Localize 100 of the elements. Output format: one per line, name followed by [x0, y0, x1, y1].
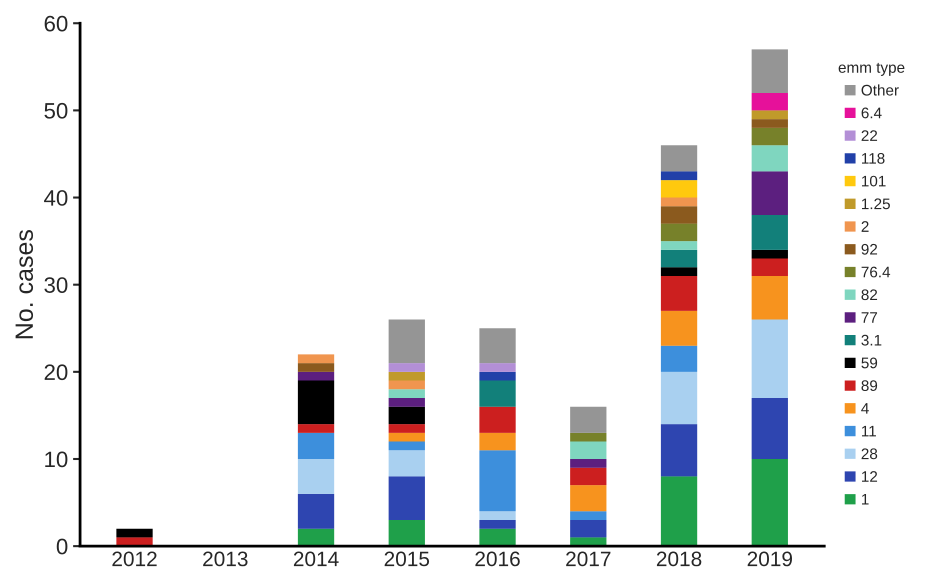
bar: [660, 424, 698, 476]
y-tick-label: 10: [45, 452, 68, 468]
bar: [752, 214, 788, 250]
legend-label: 3.1: [861, 334, 882, 346]
bar: [570, 520, 606, 538]
bar: [660, 276, 698, 311]
y-tick-label: 30: [44, 277, 68, 293]
bar: [388, 320, 425, 364]
bar: [479, 328, 516, 364]
bar: [388, 380, 425, 390]
bar: [298, 363, 334, 372]
bar: [479, 520, 516, 529]
bar: [660, 241, 698, 250]
bar: [660, 198, 698, 206]
bar: [388, 432, 425, 442]
bar: [660, 372, 698, 424]
legend-label: 118: [862, 152, 885, 164]
bar: [388, 442, 425, 450]
bar: [752, 119, 788, 128]
bar: [752, 145, 788, 172]
bar: [298, 458, 334, 494]
bar: [570, 406, 606, 433]
y-axis-title: No. cases: [16, 230, 34, 338]
bar: [570, 511, 606, 520]
y-tick-label: 0: [56, 538, 68, 554]
bar: [479, 380, 516, 407]
bar: [298, 424, 334, 433]
bar: [660, 267, 698, 276]
bar: [298, 432, 334, 459]
x-tick-label: 2014: [294, 552, 339, 566]
bar: [752, 398, 788, 459]
legend-label: 101: [862, 176, 886, 187]
bar: [298, 528, 334, 546]
bar: [752, 92, 788, 110]
x-tick-label: 2016: [475, 552, 520, 566]
legend-label: 89: [861, 380, 878, 392]
y-tick-label: 40: [44, 190, 68, 206]
legend-label: 82: [861, 289, 878, 300]
bar: [752, 258, 788, 276]
bar: [298, 380, 334, 424]
bar: [660, 171, 698, 180]
legend-label: Other: [862, 84, 899, 96]
legend-title: emm type: [838, 62, 904, 76]
bar: [752, 250, 788, 259]
bar: [752, 110, 788, 120]
x-tick-label: 2012: [112, 552, 157, 566]
legend-label: 76.4: [862, 266, 890, 278]
bar: [388, 363, 425, 372]
bar: [388, 520, 425, 546]
bar: [752, 128, 788, 146]
legend-label: 1: [862, 494, 869, 505]
bar: [479, 432, 516, 450]
y-tick-label: 50: [44, 102, 68, 119]
legend-label: 11: [862, 426, 876, 436]
bar: [388, 450, 425, 476]
bar: [660, 224, 698, 242]
bar: [570, 485, 606, 512]
bar: [660, 310, 698, 346]
legend-label: 12: [862, 471, 878, 482]
legend-label: 2: [862, 221, 869, 232]
bar: [752, 458, 788, 546]
x-tick-label: 2018: [656, 552, 702, 566]
bar: [298, 354, 334, 364]
bar: [752, 49, 788, 93]
bar: [752, 171, 788, 215]
bar: [388, 398, 425, 407]
bar: [116, 528, 153, 538]
bar: [660, 180, 698, 198]
bar: [570, 468, 606, 486]
y-tick-label: 60: [44, 16, 68, 32]
x-tick-label: 2013: [203, 552, 248, 566]
legend-label: 77: [862, 312, 878, 323]
bar: [660, 206, 698, 224]
y-tick-label: 20: [44, 364, 68, 380]
bar: [479, 372, 516, 381]
bar: [298, 494, 334, 529]
x-tick-label: 2015: [384, 552, 430, 566]
bar: [298, 372, 334, 381]
bar: [479, 450, 516, 512]
bar: [479, 511, 516, 520]
bar: [570, 432, 606, 442]
bar: [479, 528, 516, 546]
bar: [388, 476, 425, 520]
bar: [479, 363, 516, 372]
bar: [479, 406, 516, 433]
bar: [388, 424, 425, 433]
legend-label: 1.25: [862, 198, 890, 210]
bar: [570, 458, 606, 468]
bar: [388, 406, 425, 424]
legend-label: 4: [861, 403, 869, 414]
bar: [660, 145, 698, 172]
bar: [388, 389, 425, 398]
legend-label: 59: [861, 358, 878, 368]
bar: [752, 320, 788, 398]
bar: [388, 372, 425, 381]
bar: [660, 250, 698, 268]
bar: [660, 346, 698, 372]
legend-label: 28: [862, 448, 878, 460]
bar: [660, 476, 698, 546]
bar: [752, 276, 788, 320]
